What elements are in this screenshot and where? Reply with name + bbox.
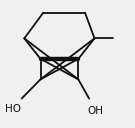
Text: HO: HO [5,104,21,114]
Text: OH: OH [88,106,104,116]
